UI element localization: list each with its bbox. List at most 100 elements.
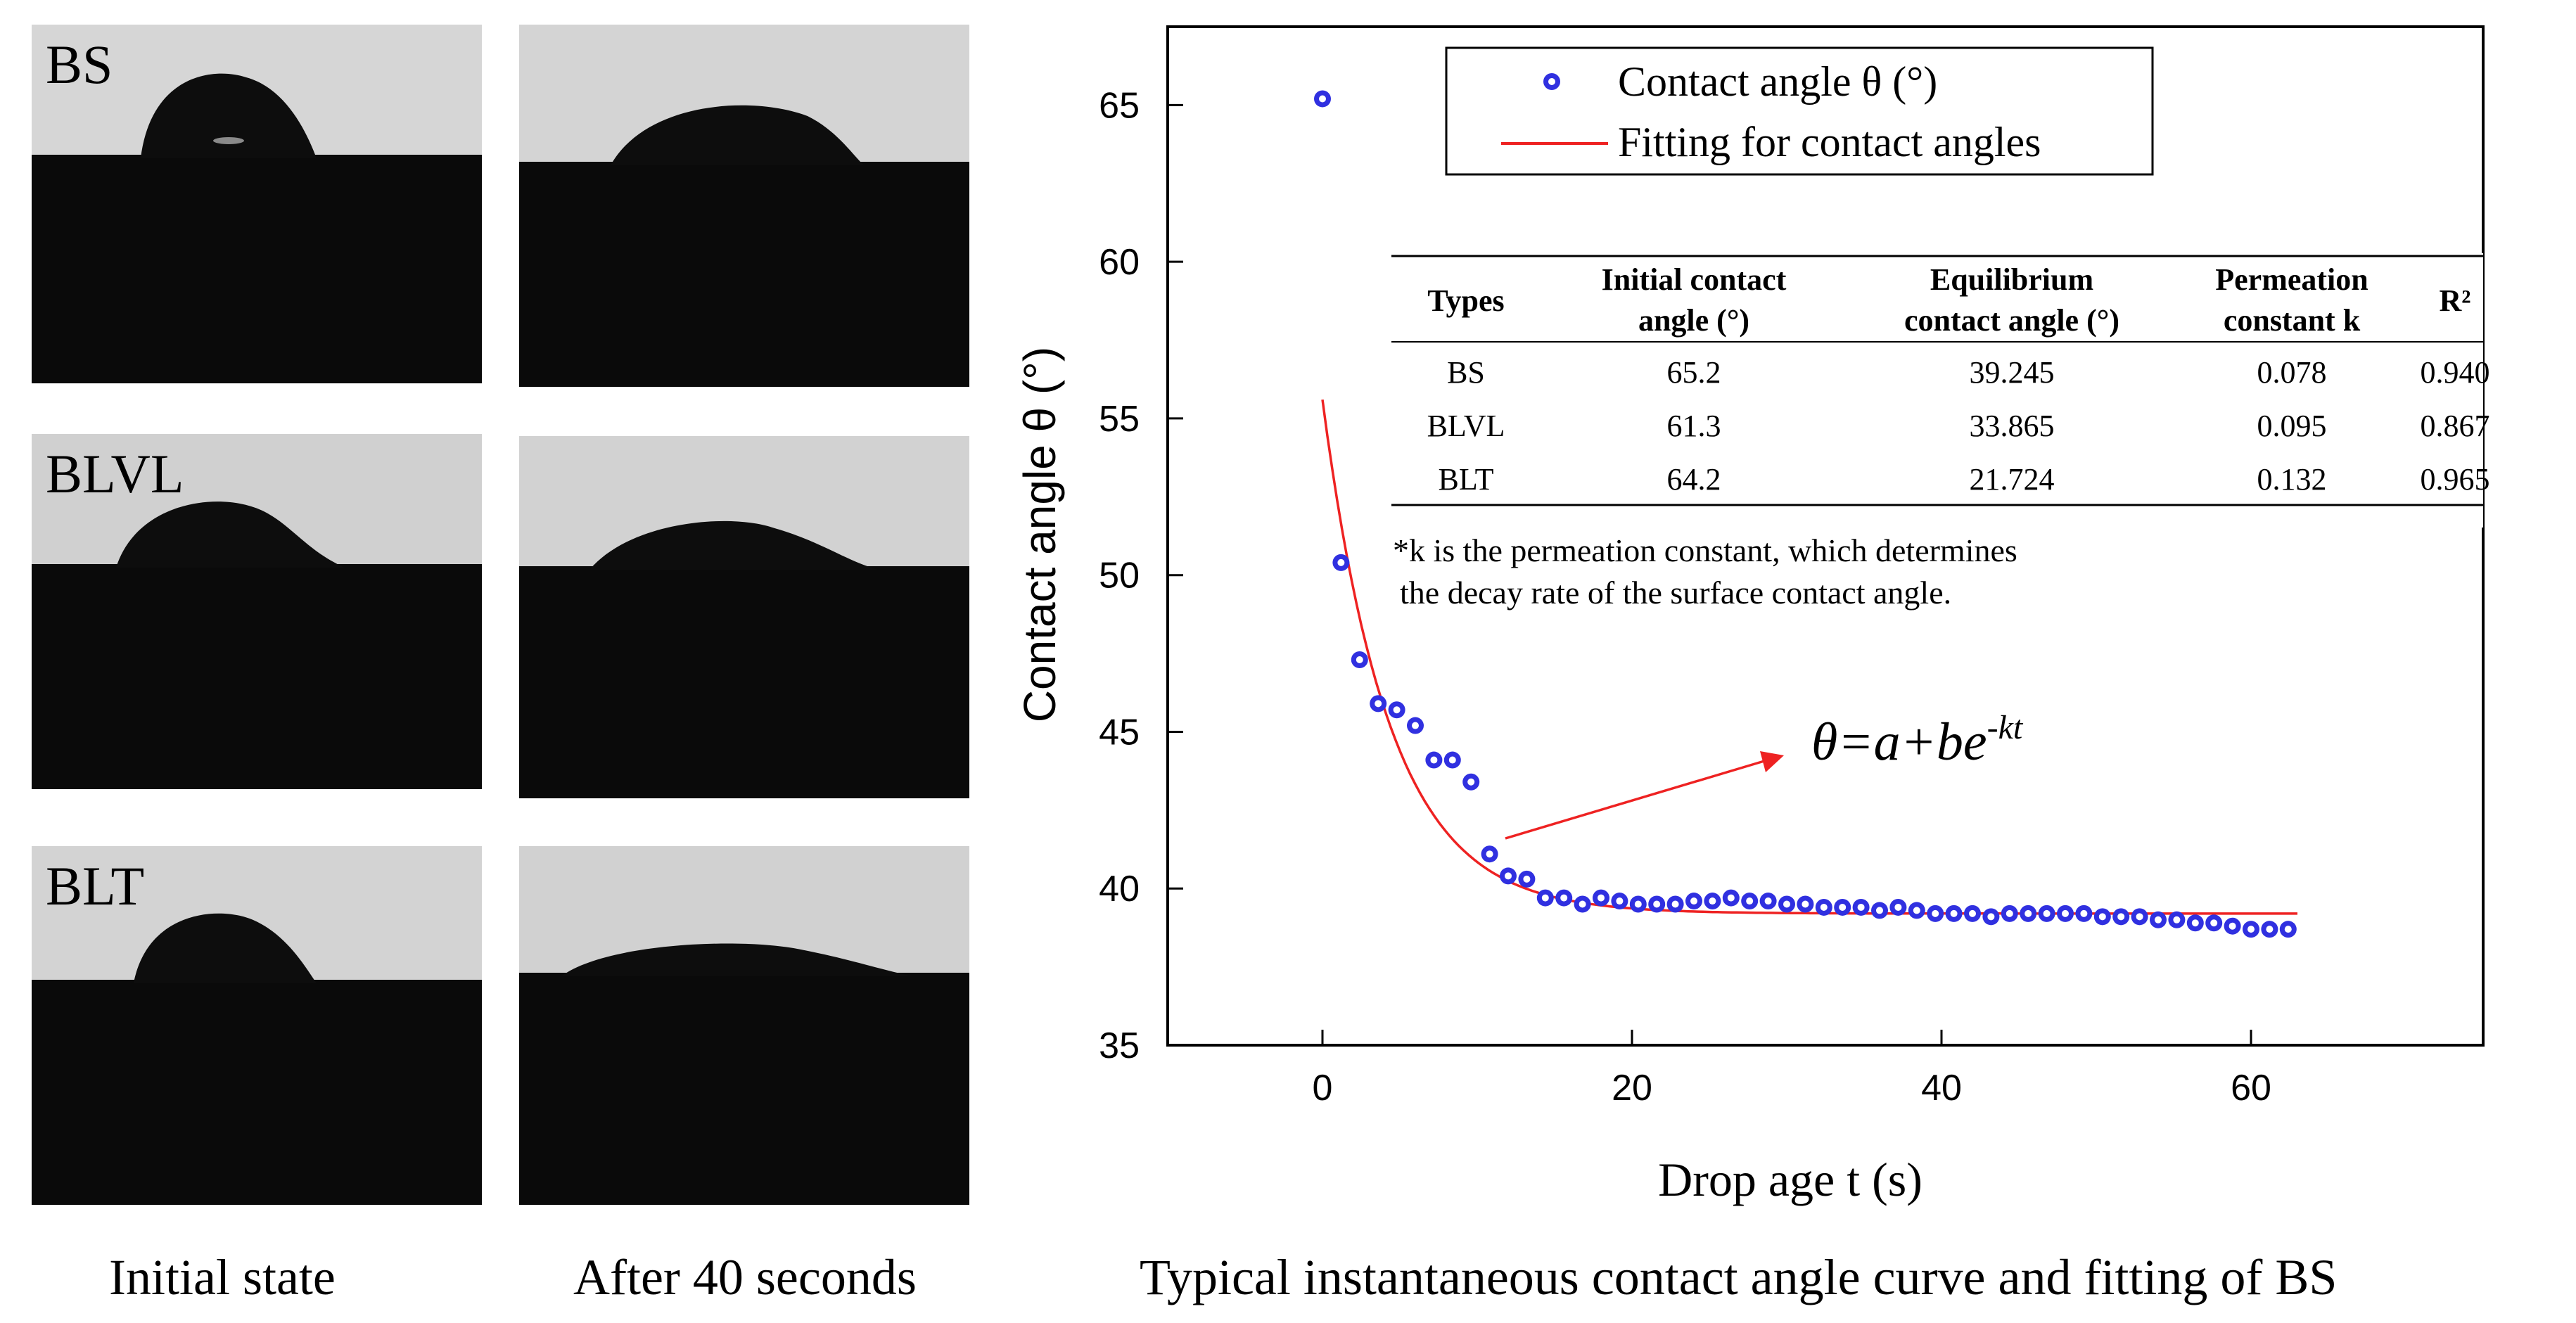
photo-bs-initial: BS <box>32 25 482 383</box>
x-tick-label: 0 <box>1313 1068 1333 1108</box>
y-tick-label: 50 <box>1099 556 1140 596</box>
data-point <box>1927 905 1944 922</box>
data-point <box>1574 895 1591 913</box>
table-cell: 39.245 <box>1970 355 2055 390</box>
data-point <box>1648 895 1666 913</box>
table-cell: 64.2 <box>1667 462 1721 497</box>
fit-equation: θ=a+be-kt <box>1811 709 2024 772</box>
data-point <box>2038 905 2055 922</box>
table-header-initial-l1: Initial contact <box>1602 262 1787 297</box>
data-point <box>1945 905 1963 922</box>
data-point <box>1629 895 1647 913</box>
chart-caption: Typical instantaneous contact angle curv… <box>1140 1249 2338 1305</box>
data-point <box>1815 898 1832 916</box>
y-tick-label: 60 <box>1099 242 1140 283</box>
data-point <box>1593 889 1609 907</box>
data-point <box>1500 867 1517 885</box>
x-tick-label: 20 <box>1612 1068 1652 1108</box>
data-point <box>1536 889 1554 907</box>
contact-angle-chart: 0 20 40 60 35 40 45 50 55 60 65 Contact angle θ (°… <box>1014 25 2490 1206</box>
data-point <box>2112 908 2130 926</box>
data-point <box>1425 751 1443 769</box>
data-point <box>2261 921 2278 938</box>
data-point <box>1685 893 1702 910</box>
photo-label-blt: BLT <box>46 855 145 916</box>
data-point <box>1518 870 1536 888</box>
table-header-r2: R² <box>2440 283 2471 318</box>
data-point <box>1704 893 1721 910</box>
table-header-equilibrium-l1: Equilibrium <box>1930 262 2093 297</box>
data-point <box>1462 773 1480 791</box>
data-point <box>2150 911 2167 928</box>
table-cell: BLVL <box>1427 409 1505 443</box>
data-point <box>1871 902 1888 919</box>
data-point <box>1964 905 1981 922</box>
data-point <box>2186 914 2204 932</box>
table-cell: 61.3 <box>1667 409 1721 443</box>
table-cell: 0.132 <box>2257 462 2327 497</box>
x-tick-label: 40 <box>1921 1068 1962 1108</box>
data-point <box>1370 695 1387 712</box>
table-cell: 0.867 <box>2421 409 2490 443</box>
table-cell: 0.095 <box>2257 409 2327 443</box>
table-cell: 33.865 <box>1970 409 2055 443</box>
photo-label-bs: BS <box>46 34 113 95</box>
data-point <box>1407 717 1424 734</box>
data-point <box>2131 908 2148 926</box>
table-note-line1: *k is the permeation constant, which det… <box>1393 532 2017 568</box>
legend-label-points: Contact angle θ (°) <box>1618 58 1937 105</box>
data-point <box>1741 893 1759 910</box>
data-point <box>1982 908 2000 926</box>
data-point <box>1778 895 1795 913</box>
y-tick-label: 45 <box>1099 712 1140 753</box>
legend-marker-icon <box>1543 73 1560 90</box>
data-point <box>1332 554 1350 571</box>
data-point <box>1611 893 1628 910</box>
data-point <box>1889 898 1907 916</box>
plot-frame <box>1166 25 2485 1047</box>
data-point <box>2075 905 2093 922</box>
table-cell: 0.940 <box>2421 355 2490 390</box>
annotation-arrow <box>1505 751 1784 840</box>
data-point <box>1797 895 1814 913</box>
data-point <box>1443 751 1461 769</box>
data-point <box>1722 889 1740 907</box>
photo-blt-initial: BLT <box>32 846 482 1205</box>
legend-box <box>1445 46 2154 176</box>
data-point <box>1852 898 1870 916</box>
table-cell: 0.965 <box>2421 462 2490 497</box>
table-cell: BS <box>1447 355 1485 390</box>
data-point <box>1314 90 1331 108</box>
data-point <box>1351 651 1368 668</box>
table-header-initial-l2: angle (°) <box>1638 303 1749 338</box>
table-header-equilibrium-l2: contact angle (°) <box>1904 303 2119 338</box>
data-point <box>1759 893 1777 910</box>
data-point <box>1481 845 1498 863</box>
data-point <box>2001 905 2018 922</box>
data-point <box>2168 911 2186 928</box>
table-header-types: Types <box>1427 283 1504 318</box>
table-cell: BLT <box>1438 462 1493 497</box>
caption-after-40-seconds: After 40 seconds <box>573 1249 917 1305</box>
table-cell: 21.724 <box>1970 462 2055 497</box>
y-tick-label: 40 <box>1099 869 1140 909</box>
data-point <box>1908 902 1925 919</box>
table-header-permeation-l1: Permeation <box>2215 262 2368 297</box>
table-header-permeation-l2: constant k <box>2224 303 2361 338</box>
photo-blt-after <box>519 846 969 1205</box>
data-point <box>2224 917 2241 935</box>
photo-blvl-after <box>519 436 969 798</box>
data-point <box>2020 905 2037 922</box>
table-cell: 0.078 <box>2257 355 2327 390</box>
caption-initial-state: Initial state <box>109 1249 336 1305</box>
y-tick-label: 35 <box>1099 1025 1140 1066</box>
data-point <box>1555 889 1573 907</box>
data-point <box>2279 921 2297 938</box>
data-point <box>1834 898 1851 916</box>
table-cell: 65.2 <box>1667 355 1721 390</box>
data-point <box>2205 914 2223 932</box>
photo-label-blvl: BLVL <box>46 443 184 504</box>
y-tick-label: 65 <box>1099 85 1140 126</box>
data-point <box>1666 895 1684 913</box>
data-point <box>2093 908 2111 926</box>
